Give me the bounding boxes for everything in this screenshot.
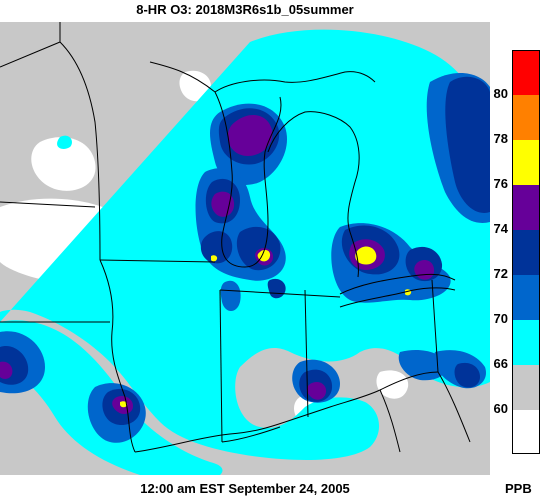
legend-swatch-white bbox=[513, 410, 539, 453]
legend-label: 70 bbox=[493, 311, 508, 326]
legend-label: 78 bbox=[493, 131, 508, 146]
political-boundaries bbox=[0, 22, 471, 453]
map-title: 8-HR O3: 2018M3R6s1b_05summer bbox=[136, 2, 354, 17]
legend-unit: PPB bbox=[505, 481, 532, 496]
legend-swatch-yellow bbox=[513, 140, 539, 185]
legend-swatch-red bbox=[513, 51, 539, 95]
legend-swatch-dark-blue bbox=[513, 230, 539, 275]
legend-label: 60 bbox=[493, 401, 508, 416]
legend-label: 74 bbox=[493, 221, 508, 236]
legend-swatch-gray bbox=[513, 365, 539, 410]
legend-swatch-orange bbox=[513, 95, 539, 140]
legend-swatch-blue bbox=[513, 275, 539, 320]
map-canvas bbox=[0, 22, 490, 475]
legend-label: 66 bbox=[493, 356, 508, 371]
ozone-map bbox=[0, 22, 490, 475]
legend-swatch-purple bbox=[513, 185, 539, 230]
legend-swatch-cyan bbox=[513, 320, 539, 365]
color-legend bbox=[512, 50, 540, 454]
legend-label: 76 bbox=[493, 176, 508, 191]
map-timestamp: 12:00 am EST September 24, 2005 bbox=[140, 481, 350, 496]
legend-label: 80 bbox=[493, 86, 508, 101]
legend-label: 72 bbox=[493, 266, 508, 281]
